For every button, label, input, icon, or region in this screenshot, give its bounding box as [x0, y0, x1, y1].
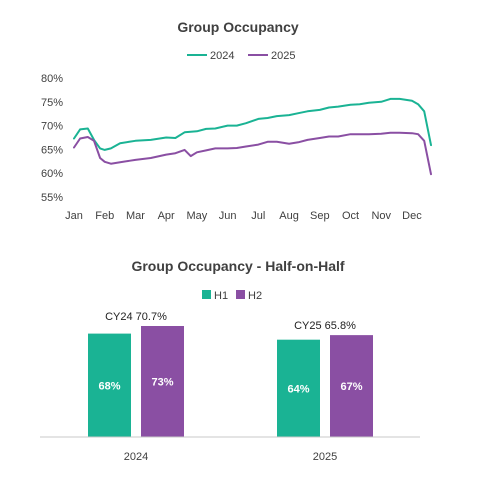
line-chart: Group Occupancy 2024 2025 55% 60% 65% 70% 75…: [41, 19, 432, 222]
line-chart-y-axis: 55% 60% 65% 70% 75% 80%: [41, 73, 63, 204]
line-y-tick-label: 75%: [41, 97, 63, 109]
bar-H2-2025: [330, 335, 373, 437]
line-y-tick-label: 80%: [41, 73, 63, 85]
legend-label-2025: 2025: [271, 50, 295, 62]
bar-H1-2025: [277, 339, 320, 437]
bar-H2-2024: [141, 326, 184, 437]
line-x-tick-label: Feb: [95, 210, 114, 222]
line-chart-title: Group Occupancy: [177, 19, 299, 35]
line-x-tick-label: Jun: [219, 210, 237, 222]
bar-chart-bars: 68% 73% CY24 70.7% 64% 67% CY25 65.8%: [88, 311, 373, 437]
line-chart-x-axis: Jan Feb Mar Apr May Jun Jul Aug Sep Oct Nov Dec: [65, 210, 422, 222]
line-x-tick-label: Aug: [279, 210, 299, 222]
legend-swatch-h2: [236, 290, 245, 299]
line-y-tick-label: 70%: [41, 121, 63, 133]
line-x-tick-label: May: [187, 210, 208, 222]
line-x-tick-label: Sep: [310, 210, 330, 222]
line-x-tick-label: Nov: [371, 210, 391, 222]
line-x-tick-label: Jul: [251, 210, 265, 222]
bar-value-label: 73%: [151, 377, 173, 389]
bar-chart-title: Group Occupancy - Half-on-Half: [131, 258, 344, 274]
line-y-tick-label: 55%: [41, 192, 63, 204]
legend-label-h1: H1: [214, 290, 228, 302]
bar-x-tick-label: 2025: [313, 451, 337, 463]
line-x-tick-label: Dec: [402, 210, 422, 222]
bar-H1-2024: [88, 333, 131, 437]
bar-value-label: 68%: [98, 380, 120, 392]
bar-value-label: 67%: [340, 381, 362, 393]
line-chart-legend: 2024 2025: [187, 50, 295, 62]
bar-value-label: 64%: [287, 383, 309, 395]
bar-x-tick-label: 2024: [124, 451, 148, 463]
line-x-tick-label: Mar: [126, 210, 145, 222]
line-x-tick-label: Jan: [65, 210, 83, 222]
legend-label-2024: 2024: [210, 50, 234, 62]
group-annotation: CY25 65.8%: [294, 320, 356, 332]
legend-swatch-h1: [202, 290, 211, 299]
line-x-tick-label: Apr: [158, 210, 175, 222]
group-annotation: CY24 70.7%: [105, 311, 167, 323]
line-chart-series: [73, 97, 432, 176]
series-line-2024: [73, 97, 432, 151]
bar-chart: Group Occupancy - Half-on-Half H1 H2 68%…: [40, 258, 420, 463]
line-y-tick-label: 60%: [41, 168, 63, 180]
bar-chart-legend: H1 H2: [202, 290, 262, 302]
bar-chart-x-axis: 2024 2025: [124, 451, 337, 463]
line-y-tick-label: 65%: [41, 144, 63, 156]
legend-label-h2: H2: [248, 290, 262, 302]
series-line-2025: [73, 131, 432, 176]
line-x-tick-label: Oct: [342, 210, 359, 222]
